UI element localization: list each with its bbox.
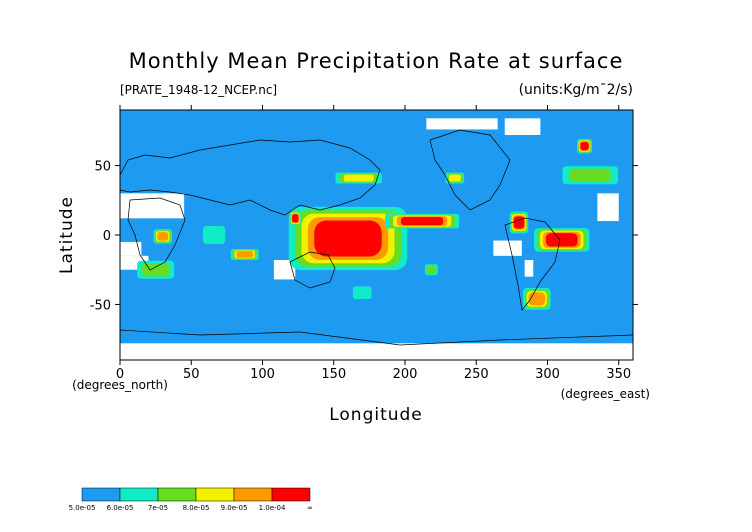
x-tick-label: 0 <box>116 367 124 382</box>
y-tick-label: -50 <box>90 298 111 313</box>
y-tick-label: 50 <box>94 160 111 175</box>
colorbar-label: 7e-05 <box>148 504 168 512</box>
precip-region-level-4 <box>236 251 253 258</box>
missing-data-layer <box>120 118 633 360</box>
precip-region-level-4 <box>157 232 169 241</box>
y-tick-label: 0 <box>103 229 111 244</box>
file-label: [PRATE_1948-12_NCEP.nc] <box>120 83 277 97</box>
precip-region-level-3 <box>343 174 374 182</box>
y-axis-ticks: 50 0 -50 <box>90 160 638 313</box>
x-axis-ticks: 0 50 100 150 200 250 300 350 <box>116 105 631 382</box>
colorbar-swatch <box>81 487 121 502</box>
colorbar-label: 1.0e-04 <box>259 504 286 512</box>
precip-region-level-3 <box>448 174 461 182</box>
x-unit-label: (degrees_east) <box>561 387 650 401</box>
colorbar-swatch <box>195 487 235 502</box>
missing-data-patch <box>426 118 498 130</box>
missing-data-patch <box>524 260 534 277</box>
coastline-outlines <box>119 129 634 346</box>
missing-data-patch <box>597 193 619 222</box>
x-axis-label: Longitude <box>329 405 423 425</box>
x-tick-label: 50 <box>183 367 200 382</box>
x-tick-label: 150 <box>321 367 346 382</box>
precip-region-level-2 <box>426 265 437 274</box>
x-tick-label: 250 <box>464 367 489 382</box>
colorbar-label: 5.0e-05 <box>69 504 96 512</box>
colorbar-swatch <box>157 487 197 502</box>
x-tick-label: 100 <box>250 367 275 382</box>
y-unit-label: (degrees_north) <box>72 378 168 392</box>
precip-region-level-5 <box>401 217 444 226</box>
precip-region-level-1 <box>352 286 372 299</box>
precip-region-level-5 <box>545 233 578 247</box>
precip-region-level-5 <box>580 142 589 151</box>
missing-data-patch <box>120 241 142 256</box>
precip-region-level-5 <box>292 214 299 223</box>
colorbar-swatch <box>271 487 311 502</box>
units-label: (units:Kg/m¯2/s) <box>519 82 633 98</box>
x-tick-label: 350 <box>606 367 631 382</box>
precip-region-level-2 <box>569 168 611 182</box>
missing-data-patch <box>120 193 185 219</box>
missing-data-patch <box>504 118 541 135</box>
colorbar-swatch <box>233 487 273 502</box>
precip-region-level-1 <box>202 225 226 245</box>
colorbar-label: 9.0e-05 <box>221 504 248 512</box>
precip-region-level-2 <box>142 263 170 277</box>
colorbar-label: 8.0e-05 <box>183 504 210 512</box>
missing-data-patch <box>273 260 296 280</box>
missing-data-patch <box>493 240 522 256</box>
colorbar-swatch <box>119 487 159 502</box>
missing-data-patch <box>120 343 633 360</box>
x-tick-label: 300 <box>535 367 560 382</box>
colorbar-label: ∞ <box>307 504 313 512</box>
chart-title: Monthly Mean Precipitation Rate at surfa… <box>129 49 624 73</box>
x-tick-label: 200 <box>393 367 418 382</box>
map-plot-area <box>119 109 634 361</box>
precip-region-level-5 <box>314 220 382 257</box>
colorbar: 5.0e-05 6.0e-05 7e-05 8.0e-05 9.0e-05 1.0e-04… <box>69 487 313 512</box>
precip-regions <box>137 138 619 310</box>
colorbar-label: 6.0e-05 <box>107 504 134 512</box>
y-axis-label: Latitude <box>57 196 77 274</box>
precip-region-level-5 <box>513 216 525 229</box>
